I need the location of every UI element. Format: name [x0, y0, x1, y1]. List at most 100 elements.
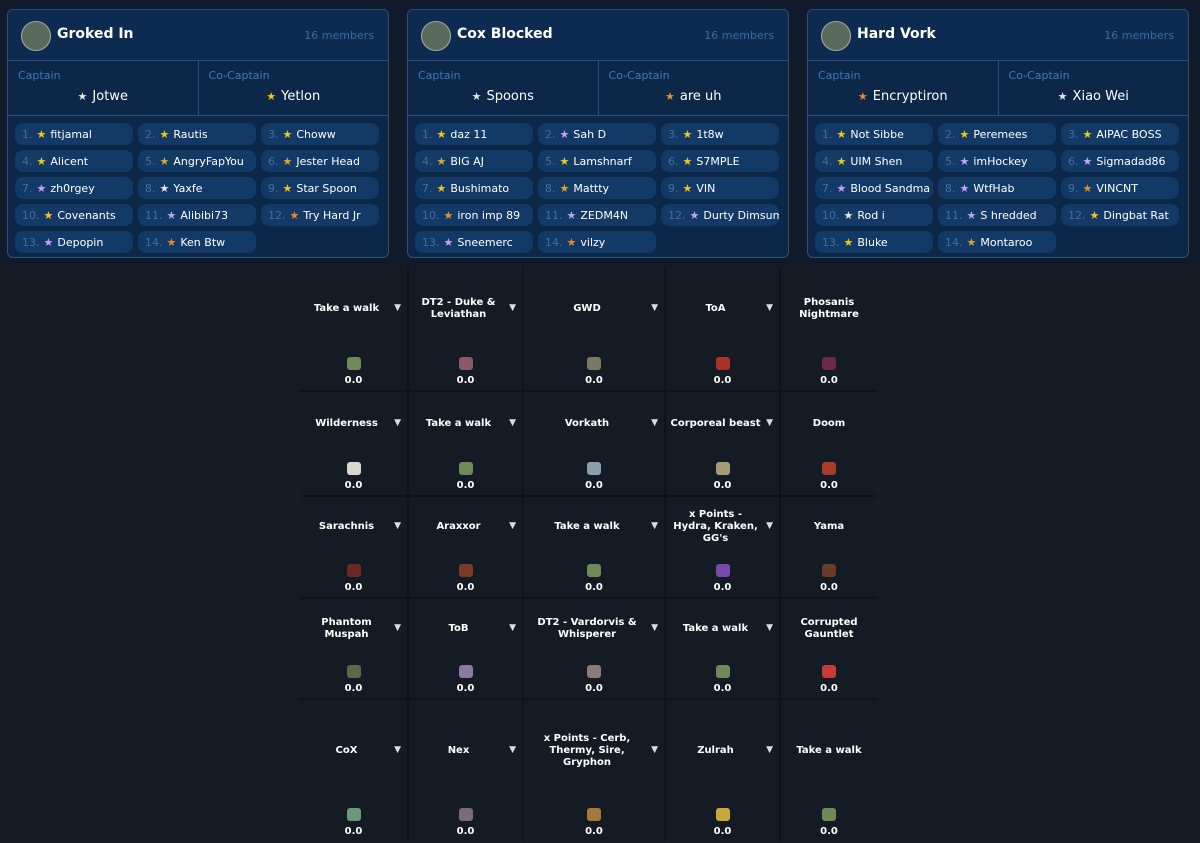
dropdown-caret[interactable]: ▼ [509, 744, 516, 755]
tile[interactable]: ToA ▼ 0.0 [666, 268, 779, 390]
tile-label: Phantom Muspah [321, 616, 372, 640]
member-rank: 14. [145, 235, 163, 249]
member-rank: 7. [422, 181, 433, 195]
dropdown-caret[interactable]: ▼ [509, 303, 516, 313]
tile[interactable]: Corrupted Gauntlet 0.0 [781, 599, 877, 698]
captain-cell: Captain ★ Spoons [408, 61, 598, 115]
dropdown-caret[interactable]: ▼ [509, 417, 516, 428]
tile[interactable]: Take a walk ▼ 0.0 [666, 599, 779, 698]
tile[interactable]: x Points - Hydra, Kraken, GG's ▼ 0.0 [666, 497, 779, 597]
member-pill: 1. ★ daz 11 [415, 123, 533, 145]
tile-score: 0.0 [585, 826, 603, 837]
tile[interactable]: Sarachnis ▼ 0.0 [300, 497, 407, 597]
member-pill: 10. ★ Covenants [15, 204, 133, 226]
member-rank: 6. [668, 154, 679, 168]
tile-label: Take a walk [425, 417, 492, 429]
tile[interactable]: Doom 0.0 [781, 392, 877, 495]
member-rank: 2. [545, 127, 556, 141]
member-rank: 12. [1068, 208, 1086, 222]
tile[interactable]: Take a walk ▼ 0.0 [409, 392, 522, 495]
member-rank: 5. [945, 154, 956, 168]
member-pill: 10. ★ Rod i [815, 204, 933, 226]
member-rank: 9. [268, 181, 279, 195]
star-icon: ★ [266, 90, 277, 103]
member-grid: 1. ★ Not Sibbe 2. ★ Peremees 3. ★ AIPAC BOSS 4. ★ U… [808, 116, 1188, 257]
captain-name-row: ★ Jotwe [8, 89, 198, 104]
tile[interactable]: x Points - Cerb, Thermy, Sire, Gryphon ▼ 0… [524, 700, 664, 841]
tile[interactable]: Zulrah ▼ 0.0 [666, 700, 779, 841]
team-header: Groked In 16 members [8, 10, 388, 61]
tile-icon [822, 564, 836, 577]
member-name: Dingbat Rat [1103, 208, 1169, 222]
tile[interactable]: DT2 - Vardorvis & Whisperer ▼ 0.0 [524, 599, 664, 698]
rank-icon: ★ [682, 154, 693, 168]
tile[interactable]: GWD ▼ 0.0 [524, 268, 664, 390]
dropdown-caret[interactable]: ▼ [651, 521, 658, 531]
dropdown-caret[interactable]: ▼ [651, 303, 658, 313]
dropdown-caret[interactable]: ▼ [394, 521, 401, 531]
captain-name-row: ★ are uh [599, 89, 789, 104]
tile[interactable]: CoX ▼ 0.0 [300, 700, 407, 841]
tile[interactable]: DT2 - Duke & Leviathan ▼ 0.0 [409, 268, 522, 390]
tile[interactable]: Take a walk ▼ 0.0 [300, 268, 407, 390]
dropdown-caret[interactable]: ▼ [766, 417, 773, 428]
tile[interactable]: Corporeal beast ▼ 0.0 [666, 392, 779, 495]
member-pill: 13. ★ Sneemerc [415, 231, 533, 253]
dropdown-caret[interactable]: ▼ [651, 622, 658, 633]
dropdown-caret[interactable]: ▼ [766, 521, 773, 531]
rank-icon: ★ [966, 235, 977, 249]
rank-icon: ★ [843, 208, 854, 222]
member-name: Sigmadad86 [1096, 154, 1166, 168]
tile-score: 0.0 [344, 826, 363, 837]
tile[interactable]: Yama 0.0 [781, 497, 877, 597]
tile-label: Corrupted Gauntlet [800, 616, 858, 640]
dropdown-caret[interactable]: ▼ [766, 622, 773, 633]
tile[interactable]: Take a walk 0.0 [781, 700, 877, 841]
tile[interactable]: Vorkath ▼ 0.0 [524, 392, 664, 495]
member-pill: 13. ★ Bluke [815, 231, 933, 253]
dropdown-caret[interactable]: ▼ [651, 417, 658, 428]
tile-label: Take a walk [313, 303, 380, 314]
member-rank: 11. [945, 208, 963, 222]
dropdown-caret[interactable]: ▼ [394, 622, 401, 633]
tile-score: 0.0 [456, 582, 475, 593]
dropdown-caret[interactable]: ▼ [394, 303, 401, 313]
tile[interactable]: Take a walk ▼ 0.0 [524, 497, 664, 597]
captain-label: Captain [818, 69, 861, 82]
captains: Captain ★ Jotwe Co-Captain ★ Yetlon [8, 61, 388, 116]
member-name: AIPAC BOSS [1096, 127, 1162, 141]
tile-score: 0.0 [585, 582, 603, 593]
tile[interactable]: Wilderness ▼ 0.0 [300, 392, 407, 495]
member-pill: 6. ★ Jester Head [261, 150, 379, 172]
tile-icon [822, 665, 836, 678]
tile[interactable]: Phosanis Nightmare 0.0 [781, 268, 877, 390]
tile-score: 0.0 [713, 683, 732, 694]
captain-name-row: ★ Yetlon [199, 89, 389, 104]
tile[interactable]: Araxxor ▼ 0.0 [409, 497, 522, 597]
dropdown-caret[interactable]: ▼ [394, 744, 401, 755]
tile-label: DT2 - Duke & Leviathan [421, 297, 496, 320]
dropdown-caret[interactable]: ▼ [509, 622, 516, 633]
tile[interactable]: Phantom Muspah ▼ 0.0 [300, 599, 407, 698]
member-rank: 3. [268, 127, 279, 141]
member-pill: 3. ★ 1t8w [661, 123, 779, 145]
rank-icon: ★ [159, 181, 170, 195]
dropdown-caret[interactable]: ▼ [509, 521, 516, 531]
dropdown-caret[interactable]: ▼ [651, 744, 658, 755]
tile-score: 0.0 [820, 683, 838, 694]
member-rank: 11. [545, 208, 563, 222]
star-icon: ★ [857, 90, 868, 103]
tile[interactable]: ToB ▼ 0.0 [409, 599, 522, 698]
member-name: Covenants [57, 208, 116, 222]
tile-label: Zulrah [697, 744, 734, 756]
member-name: Peremees [973, 127, 1028, 141]
member-rank: 1. [22, 127, 33, 141]
tile-icon [715, 808, 730, 821]
dropdown-caret[interactable]: ▼ [766, 744, 773, 755]
bingo-board: Take a walk ▼ 0.0 DT2 - Duke & Leviathan ▼ 0.… [300, 268, 877, 841]
tile[interactable]: Nex ▼ 0.0 [409, 700, 522, 841]
dropdown-caret[interactable]: ▼ [394, 417, 401, 428]
star-icon: ★ [664, 90, 675, 103]
tile-label: Sarachnis [318, 521, 375, 532]
dropdown-caret[interactable]: ▼ [766, 303, 773, 313]
